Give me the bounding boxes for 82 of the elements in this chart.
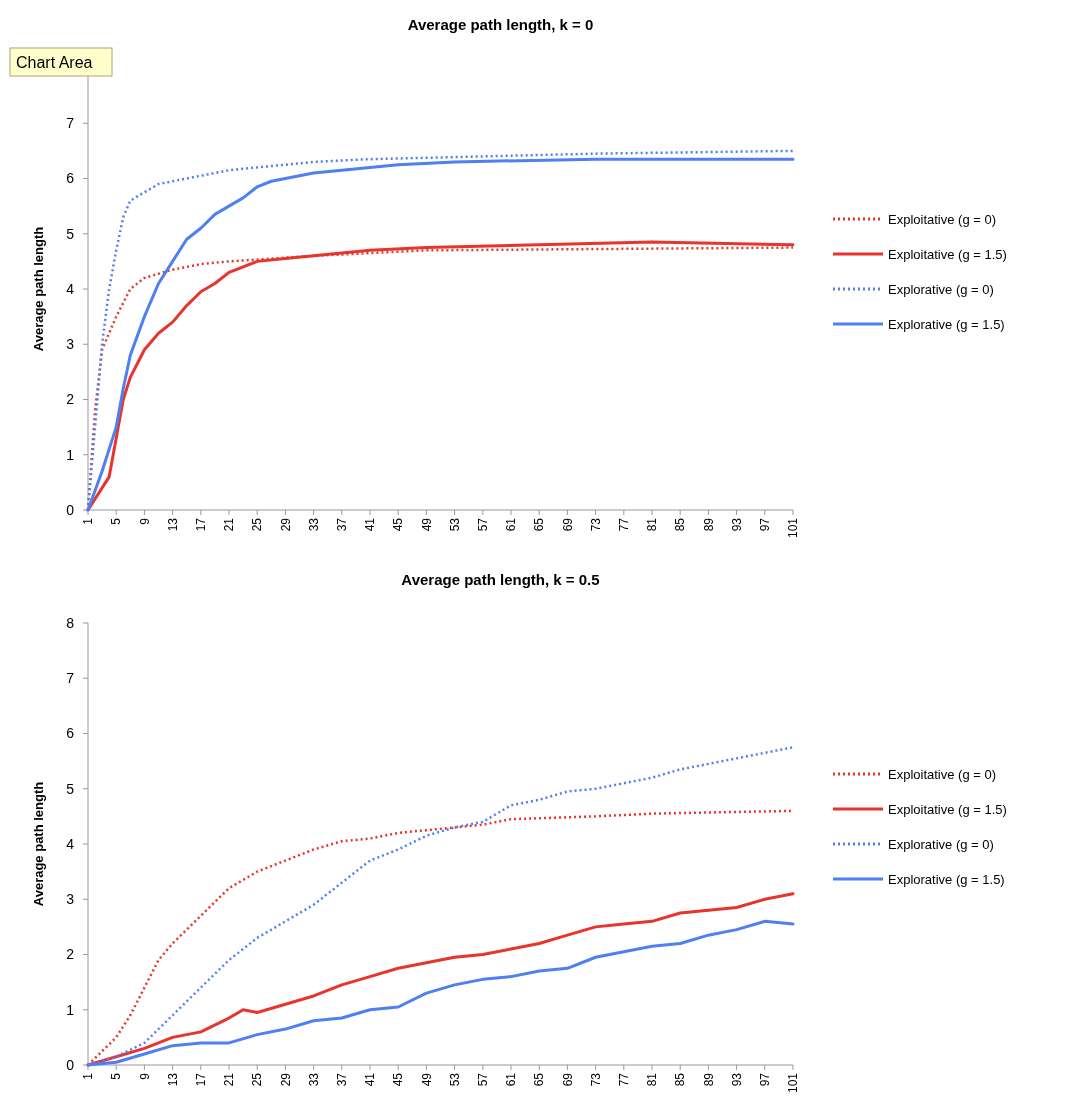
x-tick-label: 93: [729, 1072, 744, 1087]
legend-label: Explorative (g = 0): [888, 281, 994, 297]
x-tick-label: 61: [504, 517, 519, 532]
x-tick-label: 77: [617, 1072, 631, 1087]
x-tick-label: 57: [476, 1072, 490, 1087]
x-tick-label: 45: [391, 1072, 406, 1087]
x-tick-label: 53: [447, 1072, 462, 1087]
y-tick-label: 1: [66, 446, 75, 463]
x-tick-label: 5: [109, 1072, 124, 1080]
y-tick-label: 0: [66, 501, 75, 518]
y-tick-label: 4: [66, 280, 75, 297]
x-tick-label: 37: [335, 517, 349, 532]
x-tick-label: 13: [165, 517, 180, 532]
x-tick-label: 101: [786, 1072, 801, 1094]
x-tick-label: 69: [560, 1072, 575, 1087]
x-tick-label: 21: [222, 517, 237, 532]
y-tick-label: 5: [66, 780, 75, 797]
x-tick-label: 33: [306, 1072, 321, 1087]
x-tick-label: 93: [729, 517, 744, 532]
x-tick-label: 29: [278, 517, 293, 532]
x-tick-label: 13: [165, 1072, 180, 1087]
y-tick-label: 3: [66, 336, 75, 353]
legend-label: Exploitative (g = 0): [888, 766, 997, 782]
x-tick-label: 61: [504, 1072, 519, 1087]
chart-title: Average path length, k = 0: [407, 16, 594, 33]
chart-title: Average path length, k = 0.5: [401, 571, 600, 588]
y-tick-label: 3: [66, 891, 75, 908]
y-tick-label: 7: [66, 670, 75, 687]
x-tick-label: 45: [391, 517, 406, 532]
x-tick-label: 69: [560, 517, 575, 532]
legend-label: Explorative (g = 0): [888, 836, 994, 852]
y-tick-label: 6: [66, 725, 75, 742]
x-tick-label: 73: [588, 517, 603, 532]
x-tick-label: 89: [701, 1072, 716, 1087]
x-tick-label: 1: [81, 517, 96, 525]
x-tick-label: 9: [137, 517, 152, 525]
x-tick-label: 85: [673, 1072, 688, 1087]
x-tick-label: 65: [532, 1072, 547, 1087]
x-tick-label: 97: [758, 1072, 772, 1087]
x-tick-label: 17: [194, 1072, 208, 1087]
x-tick-label: 5: [109, 517, 124, 525]
x-tick-label: 85: [673, 517, 688, 532]
x-tick-label: 17: [194, 517, 208, 532]
x-tick-label: 89: [701, 517, 716, 532]
y-tick-label: 2: [66, 391, 75, 408]
legend-label: Explorative (g = 1.5): [888, 316, 1005, 332]
x-tick-label: 21: [222, 1072, 237, 1087]
x-tick-label: 97: [758, 517, 772, 532]
y-tick-label: 7: [66, 115, 75, 132]
x-tick-label: 41: [363, 1072, 378, 1087]
y-tick-label: 4: [66, 835, 75, 852]
x-tick-label: 25: [250, 1072, 265, 1087]
x-tick-label: 1: [81, 1072, 96, 1080]
y-tick-label: 0: [66, 1056, 75, 1073]
legend-label: Explorative (g = 1.5): [888, 871, 1005, 887]
x-tick-label: 65: [532, 517, 547, 532]
x-tick-label: 25: [250, 517, 265, 532]
x-tick-label: 41: [363, 517, 378, 532]
x-tick-label: 73: [588, 1072, 603, 1087]
x-tick-label: 9: [137, 1072, 152, 1080]
x-tick-label: 81: [645, 517, 660, 532]
y-tick-label: 1: [66, 1001, 75, 1018]
y-tick-label: 5: [66, 225, 75, 242]
x-tick-label: 37: [335, 1072, 349, 1087]
x-tick-label: 101: [786, 517, 801, 539]
x-tick-label: 49: [419, 517, 434, 532]
annotation: Chart Area: [16, 53, 93, 71]
y-tick-label: 8: [66, 614, 75, 631]
x-tick-label: 33: [306, 517, 321, 532]
x-tick-label: 81: [645, 1072, 660, 1087]
x-tick-label: 53: [447, 517, 462, 532]
y-axis-title: Average path length: [31, 781, 46, 907]
x-tick-label: 49: [419, 1072, 434, 1087]
legend-label: Exploitative (g = 1.5): [888, 801, 1007, 817]
y-tick-label: 2: [66, 946, 75, 963]
legend-label: Exploitative (g = 0): [888, 211, 997, 227]
x-tick-label: 57: [476, 517, 490, 532]
x-tick-label: 77: [617, 517, 631, 532]
y-tick-label: 6: [66, 170, 75, 187]
legend-label: Exploitative (g = 1.5): [888, 246, 1007, 262]
y-axis-title: Average path length: [31, 226, 46, 352]
x-tick-label: 29: [278, 1072, 293, 1087]
